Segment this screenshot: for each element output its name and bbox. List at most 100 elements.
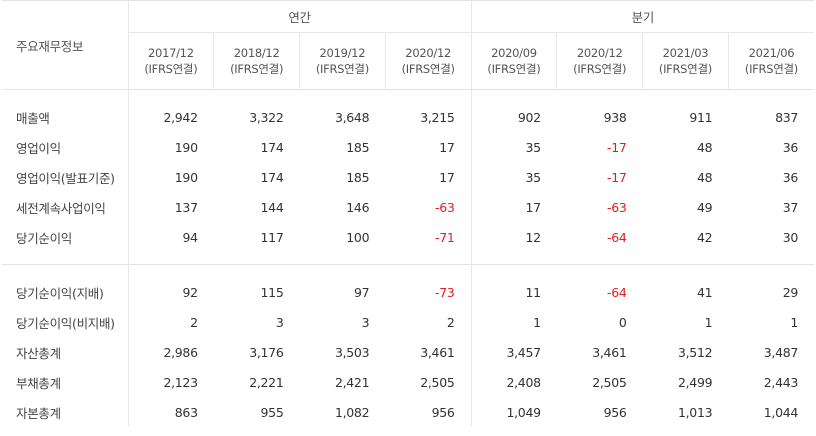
value-cell: 35 [470, 162, 557, 192]
value-cell: 3,215 [420, 109, 455, 125]
value-cell: 2,986 [127, 337, 214, 367]
label-column-header: 주요재무정보 [2, 0, 128, 90]
value-cell: 2,421 [334, 374, 370, 390]
value-cell: 36 [782, 139, 799, 155]
value-cell: 2,505 [420, 374, 455, 390]
value-cell: 911 [689, 109, 713, 125]
value-cell: 29 [782, 284, 799, 300]
value-cell: 100 [346, 229, 370, 245]
value-cell: -17 [607, 139, 627, 155]
value-cell: 92 [127, 277, 214, 307]
value-cell: 955 [260, 404, 284, 420]
value-cell: 2,408 [470, 367, 557, 397]
table-row: 자산총계 2,986 3,176 3,503 3,461 3,457 3,461 3,512 3… [2, 337, 814, 367]
value-cell: 185 [346, 139, 370, 155]
value-cell: 190 [127, 132, 214, 162]
value-cell: 11 [470, 277, 557, 307]
period-date: 2020/09 [491, 46, 537, 60]
row-label: 당기순이익(지배) [16, 285, 104, 301]
value-cell: 2,443 [763, 374, 799, 390]
row-label: 영업이익 [16, 140, 61, 156]
table-row: 당기순이익 94 117 100 -71 12 -64 42 30 [2, 222, 814, 252]
value-cell: 837 [775, 109, 799, 125]
value-cell: 1 [704, 314, 713, 330]
annual-group-header: 연간 [127, 0, 472, 33]
value-cell: 1,013 [677, 404, 713, 420]
financial-summary-table: 주요재무정보 연간 분기 2017/12 (IFRS연결) 2018/12 (IFR… [2, 0, 815, 427]
value-cell: 49 [696, 199, 713, 215]
value-cell: 48 [696, 139, 713, 155]
value-cell: 2,942 [127, 102, 214, 132]
value-cell: 2,221 [249, 374, 284, 390]
value-cell: 36 [782, 169, 799, 185]
table-row: 부채총계 2,123 2,221 2,421 2,505 2,408 2,505 2,499 2… [2, 367, 814, 397]
value-cell: 1,082 [334, 404, 370, 420]
spacer-row [2, 252, 814, 265]
value-cell: 12 [470, 222, 557, 252]
value-cell: 1,044 [763, 404, 799, 420]
period-date: 2021/06 [748, 46, 795, 60]
period-header: 2018/12 (IFRS연결) [213, 32, 300, 90]
period-header: 2019/12 (IFRS연결) [299, 32, 386, 90]
value-cell: 185 [346, 169, 370, 185]
value-cell: 190 [127, 162, 214, 192]
row-label: 부채총계 [16, 375, 61, 391]
value-cell: 41 [696, 284, 713, 300]
row-label: 당기순이익(비지배) [16, 315, 115, 331]
row-label: 매출액 [16, 110, 50, 126]
value-cell: -63 [435, 199, 455, 215]
value-cell: 0 [618, 314, 627, 330]
value-cell: 1,049 [470, 397, 557, 427]
value-cell: 3 [275, 314, 284, 330]
row-label: 당기순이익 [16, 230, 73, 246]
period-date: 2018/12 [233, 46, 280, 60]
value-cell: 1 [470, 307, 557, 337]
value-cell: 2,505 [592, 374, 627, 390]
value-cell: 117 [260, 229, 284, 245]
period-header: 2021/06 (IFRS연결) [727, 32, 815, 90]
period-date: 2020/12 [405, 46, 451, 60]
value-cell: -64 [607, 229, 627, 245]
value-cell: 174 [260, 169, 284, 185]
value-cell: 902 [470, 102, 557, 132]
value-cell: 3 [361, 314, 370, 330]
row-label: 세전계속사업이익 [16, 200, 106, 216]
value-cell: 17 [470, 192, 557, 222]
value-cell: 35 [470, 132, 557, 162]
value-cell: 2 [446, 314, 455, 330]
period-basis: (IFRS연결) [401, 62, 455, 76]
row-label: 영업이익(발표기준) [16, 170, 115, 186]
value-cell: 938 [603, 109, 627, 125]
table-row: 영업이익(발표기준) 190 174 185 17 35 -17 48 36 [2, 162, 814, 192]
row-label: 자산총계 [16, 345, 61, 361]
value-cell: 3,457 [470, 337, 557, 367]
period-date: 2019/12 [319, 46, 366, 60]
value-cell: 48 [696, 169, 713, 185]
value-cell: 3,512 [677, 344, 713, 360]
period-basis: (IFRS연결) [487, 62, 541, 76]
value-cell: -64 [607, 284, 627, 300]
value-cell: 144 [260, 199, 284, 215]
row-label: 자본총계 [16, 405, 61, 421]
period-basis: (IFRS연결) [144, 62, 198, 76]
period-header: 2021/03 (IFRS연결) [642, 32, 729, 90]
period-date: 2017/12 [148, 46, 194, 60]
value-cell: 3,461 [592, 344, 627, 360]
period-date: 2021/03 [662, 46, 709, 60]
table-row: 영업이익 190 174 185 17 35 -17 48 36 [2, 132, 814, 162]
value-cell: 3,176 [249, 344, 284, 360]
period-basis: (IFRS연결) [315, 62, 369, 76]
value-cell: -73 [435, 284, 455, 300]
period-header: 2020/09 (IFRS연결) [470, 32, 557, 90]
value-cell: 146 [346, 199, 370, 215]
value-cell: 956 [603, 404, 627, 420]
value-cell: 97 [353, 284, 370, 300]
period-basis: (IFRS연결) [573, 62, 627, 76]
value-cell: 3,648 [334, 109, 370, 125]
value-cell: -17 [607, 169, 627, 185]
period-basis: (IFRS연결) [230, 62, 284, 76]
value-cell: 956 [431, 404, 455, 420]
period-date: 2020/12 [576, 46, 623, 60]
value-cell: 2,499 [677, 374, 713, 390]
value-cell: 115 [260, 284, 284, 300]
